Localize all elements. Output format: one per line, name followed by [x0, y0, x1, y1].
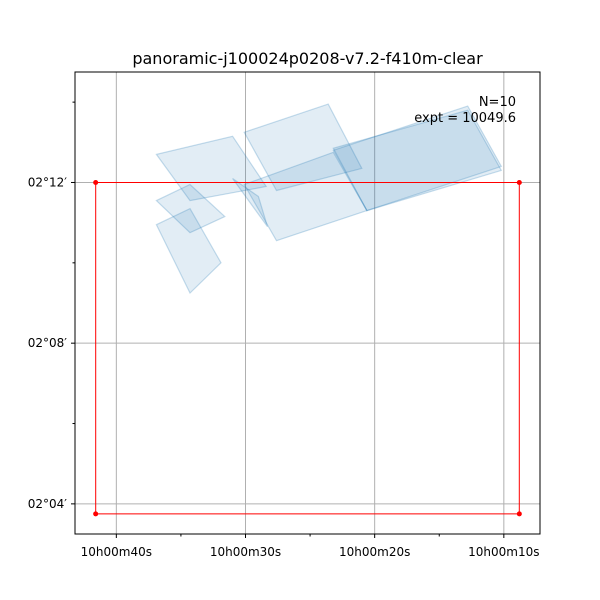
outline-corner-marker — [516, 511, 522, 517]
x-tick-label: 10h00m30s — [210, 545, 281, 559]
annotation-count: N=10 — [479, 95, 516, 110]
exposure-footprint — [155, 183, 226, 234]
y-tick-label: 02°08′ — [28, 336, 68, 350]
exposure-footprint — [332, 109, 503, 212]
annotation-exposure: expt = 10049.6 — [414, 111, 516, 126]
chart-title: panoramic-j100024p0208-v7.2-f410m-clear — [132, 49, 483, 68]
exposure-footprint — [232, 178, 269, 228]
tick-layer: 10h00m40s 10h00m30s 10h00m20s 10h00m10s 02°0… — [28, 101, 540, 559]
exposure-footprint — [155, 207, 222, 295]
outline-corner-marker — [516, 179, 522, 185]
x-tick-label: 10h00m20s — [339, 545, 410, 559]
x-tick-label: 10h00m40s — [81, 545, 152, 559]
y-tick-label: 02°04′ — [28, 497, 68, 511]
mosaic-outline — [95, 182, 520, 515]
outline-corner-marker — [93, 179, 99, 185]
y-tick-label: 02°12′ — [28, 175, 68, 189]
exposure-footprint — [155, 135, 268, 202]
exposure-footprint — [243, 103, 363, 192]
outline-layer — [93, 179, 522, 517]
plot-frame — [74, 71, 541, 535]
x-tick-label: 10h00m10s — [468, 545, 539, 559]
exposure-footprint — [332, 105, 503, 212]
footprint-layer — [155, 103, 503, 295]
outline-corner-marker — [93, 511, 99, 517]
exposure-footprint — [243, 151, 368, 242]
